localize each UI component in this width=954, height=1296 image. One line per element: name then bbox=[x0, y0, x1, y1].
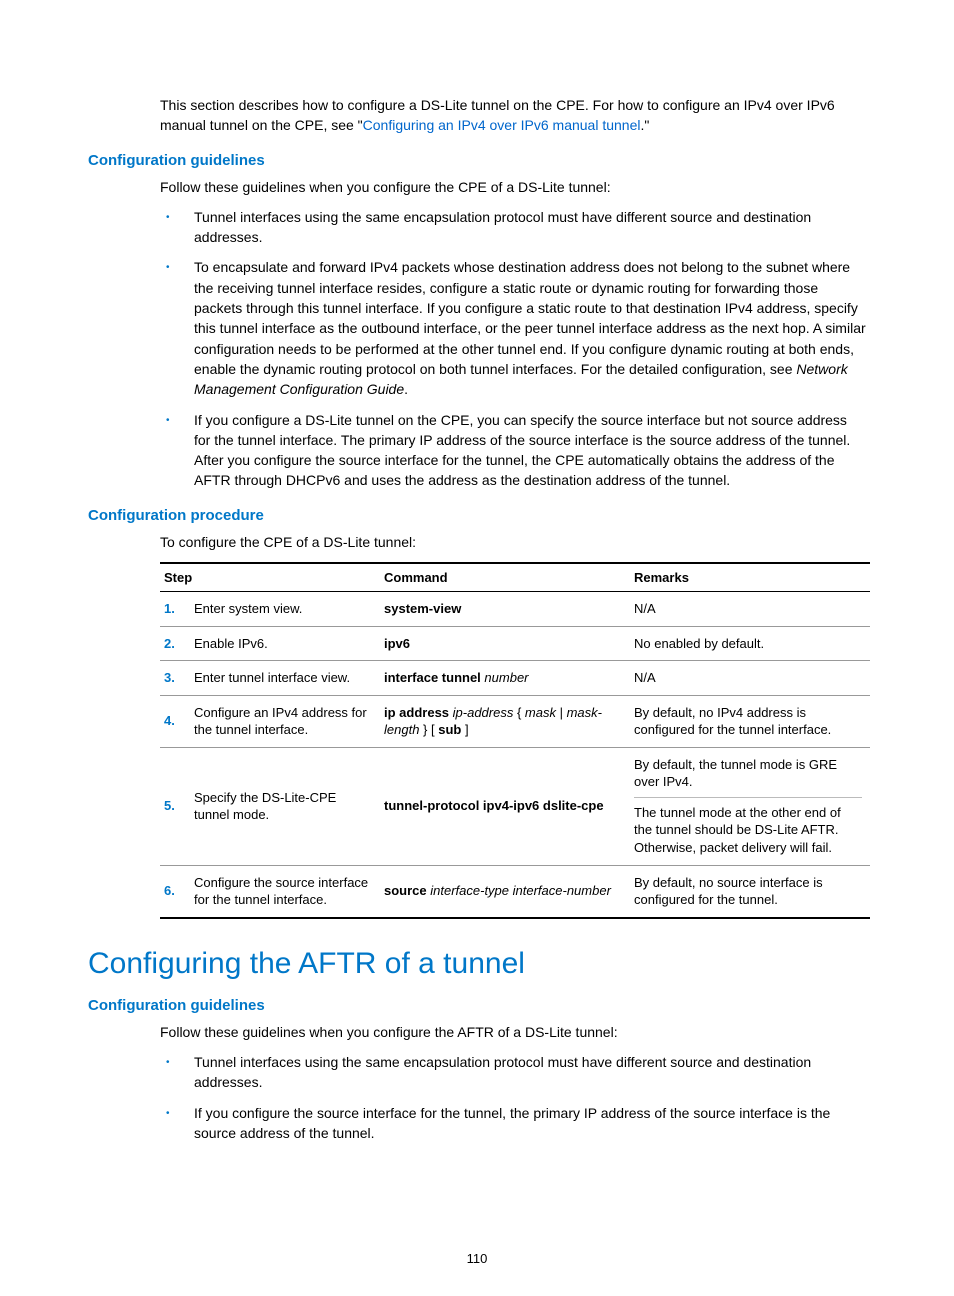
section1-bullet-list: Tunnel interfaces using the same encapsu… bbox=[160, 207, 866, 491]
step-remarks: No enabled by default. bbox=[630, 626, 870, 661]
th-remarks: Remarks bbox=[630, 563, 870, 592]
step-number: 5. bbox=[160, 747, 190, 865]
section1-lead: Follow these guidelines when you configu… bbox=[160, 177, 866, 197]
list-item: To encapsulate and forward IPv4 packets … bbox=[160, 257, 866, 399]
config-table: Step Command Remarks 1. Enter system vie… bbox=[160, 562, 870, 919]
cmd-bold: tunnel-protocol ipv4-ipv6 dslite-cpe bbox=[384, 798, 604, 813]
step-remarks: N/A bbox=[630, 661, 870, 696]
list-item: Tunnel interfaces using the same encapsu… bbox=[160, 207, 866, 248]
step-command: ipv6 bbox=[380, 626, 630, 661]
cmd-part: source bbox=[384, 883, 430, 898]
step-number: 6. bbox=[160, 865, 190, 918]
step-number: 4. bbox=[160, 695, 190, 747]
cmd-bold: ipv6 bbox=[384, 636, 410, 651]
section2-lead: To configure the CPE of a DS-Lite tunnel… bbox=[160, 532, 866, 552]
step-command: tunnel-protocol ipv4-ipv6 dslite-cpe bbox=[380, 747, 630, 865]
table-header-row: Step Command Remarks bbox=[160, 563, 870, 592]
step-number: 2. bbox=[160, 626, 190, 661]
list-item: Tunnel interfaces using the same encapsu… bbox=[160, 1052, 866, 1093]
step-command: interface tunnel number bbox=[380, 661, 630, 696]
bullet-text: Tunnel interfaces using the same encapsu… bbox=[194, 1054, 811, 1090]
intro-text-after: ." bbox=[641, 117, 650, 133]
remarks-bottom: The tunnel mode at the other end of the … bbox=[634, 804, 862, 857]
table-row: 2. Enable IPv6. ipv6 No enabled by defau… bbox=[160, 626, 870, 661]
bullet-text: To encapsulate and forward IPv4 packets … bbox=[194, 259, 866, 376]
bullet-after: . bbox=[404, 381, 408, 397]
heading-config-guidelines-1: Configuration guidelines bbox=[88, 152, 866, 169]
step-desc: Specify the DS-Lite-CPE tunnel mode. bbox=[190, 747, 380, 865]
cmd-part: { bbox=[517, 705, 525, 720]
table-row: 6. Configure the source interface for th… bbox=[160, 865, 870, 918]
cmd-part: } [ bbox=[423, 722, 438, 737]
step-remarks: N/A bbox=[630, 592, 870, 627]
cmd-part: mask bbox=[525, 705, 560, 720]
page-number: 110 bbox=[0, 1251, 954, 1266]
cmd-bold: interface tunnel bbox=[384, 670, 484, 685]
heading-config-guidelines-2: Configuration guidelines bbox=[88, 997, 866, 1014]
cmd-part: ] bbox=[461, 722, 468, 737]
step-command: ip address ip-address { mask | mask-leng… bbox=[380, 695, 630, 747]
step-command: source interface-type interface-number bbox=[380, 865, 630, 918]
remarks-top: By default, the tunnel mode is GRE over … bbox=[634, 756, 862, 798]
bullet-text: If you configure the source interface fo… bbox=[194, 1105, 830, 1141]
table-row: 5. Specify the DS-Lite-CPE tunnel mode. … bbox=[160, 747, 870, 865]
step-number: 1. bbox=[160, 592, 190, 627]
step-remarks: By default, no source interface is confi… bbox=[630, 865, 870, 918]
step-remarks: By default, the tunnel mode is GRE over … bbox=[630, 747, 870, 865]
table-row: 1. Enter system view. system-view N/A bbox=[160, 592, 870, 627]
step-command: system-view bbox=[380, 592, 630, 627]
list-item: If you configure the source interface fo… bbox=[160, 1103, 866, 1144]
cmd-bold: system-view bbox=[384, 601, 461, 616]
section3-lead: Follow these guidelines when you configu… bbox=[160, 1022, 866, 1042]
step-desc: Enter system view. bbox=[190, 592, 380, 627]
bullet-text: If you configure a DS-Lite tunnel on the… bbox=[194, 412, 850, 489]
th-step: Step bbox=[160, 563, 380, 592]
table-row: 3. Enter tunnel interface view. interfac… bbox=[160, 661, 870, 696]
cmd-part: | bbox=[560, 705, 567, 720]
step-remarks: By default, no IPv4 address is configure… bbox=[630, 695, 870, 747]
intro-paragraph: This section describes how to configure … bbox=[160, 95, 866, 136]
cmd-part: ip address bbox=[384, 705, 453, 720]
cmd-part: interface-type interface-number bbox=[430, 883, 611, 898]
document-page: This section describes how to configure … bbox=[0, 0, 954, 1296]
step-desc: Enter tunnel interface view. bbox=[190, 661, 380, 696]
intro-link[interactable]: Configuring an IPv4 over IPv6 manual tun… bbox=[363, 117, 641, 133]
step-number: 3. bbox=[160, 661, 190, 696]
cmd-part: ip-address bbox=[453, 705, 517, 720]
table-row: 4. Configure an IPv4 address for the tun… bbox=[160, 695, 870, 747]
heading-aftr-title: Configuring the AFTR of a tunnel bbox=[88, 947, 866, 981]
step-desc: Configure an IPv4 address for the tunnel… bbox=[190, 695, 380, 747]
section3-bullet-list: Tunnel interfaces using the same encapsu… bbox=[160, 1052, 866, 1143]
step-desc: Configure the source interface for the t… bbox=[190, 865, 380, 918]
cmd-italic: number bbox=[484, 670, 528, 685]
step-desc: Enable IPv6. bbox=[190, 626, 380, 661]
heading-config-procedure: Configuration procedure bbox=[88, 507, 866, 524]
cmd-part: sub bbox=[438, 722, 461, 737]
th-command: Command bbox=[380, 563, 630, 592]
list-item: If you configure a DS-Lite tunnel on the… bbox=[160, 410, 866, 491]
bullet-text: Tunnel interfaces using the same encapsu… bbox=[194, 209, 811, 245]
